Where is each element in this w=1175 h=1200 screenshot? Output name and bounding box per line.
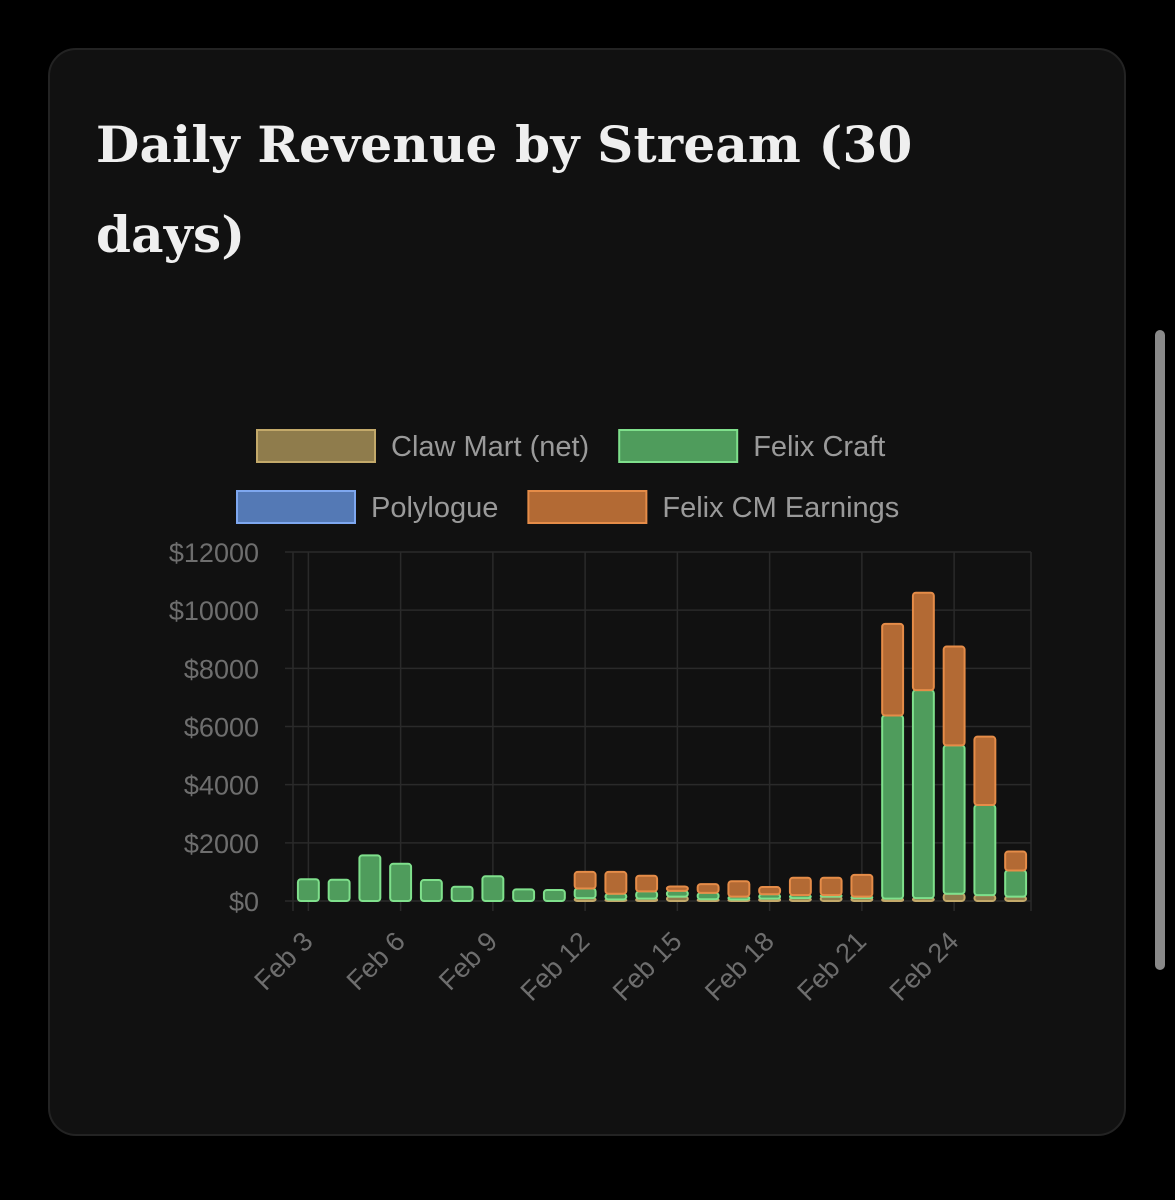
bar-felix-craft-feb-7[interactable]	[419, 879, 443, 902]
bar-felix-cm-earnings-feb-16[interactable]	[696, 883, 720, 894]
legend-swatch-felix-craft	[618, 429, 739, 463]
bar-felix-craft-feb-10[interactable]	[512, 888, 536, 902]
bar-felix-craft-feb-4[interactable]	[327, 878, 351, 902]
y-tick-label: $8000	[184, 654, 259, 684]
x-tick-label: Feb 9	[433, 926, 503, 996]
bar-felix-cm-earnings-feb-17[interactable]	[727, 880, 751, 898]
bar-series-group	[296, 591, 1028, 903]
bar-felix-craft-feb-25[interactable]	[973, 804, 997, 897]
x-tick-label: Feb 18	[699, 926, 780, 1007]
bar-claw-mart-net-feb-24[interactable]	[942, 892, 966, 903]
bar-felix-cm-earnings-feb-21[interactable]	[850, 873, 874, 898]
x-tick-label: Feb 6	[341, 926, 411, 996]
y-tick-label: $10000	[169, 596, 259, 626]
legend-label-polylogue: Polylogue	[371, 492, 498, 524]
bar-felix-craft-feb-12[interactable]	[573, 887, 597, 900]
bar-felix-cm-earnings-feb-18[interactable]	[758, 886, 782, 896]
bar-felix-cm-earnings-feb-23[interactable]	[911, 591, 935, 692]
y-tick-label: $0	[229, 887, 259, 917]
bar-felix-craft-feb-3[interactable]	[296, 878, 320, 902]
bar-felix-cm-earnings-feb-12[interactable]	[573, 870, 597, 890]
bar-felix-craft-feb-22[interactable]	[881, 714, 905, 900]
legend-swatch-felix-cm-earnings	[527, 490, 648, 524]
bar-felix-craft-feb-26[interactable]	[1004, 869, 1028, 898]
bar-felix-craft-feb-8[interactable]	[450, 885, 474, 902]
legend-swatch-claw-mart-net	[256, 429, 376, 463]
bar-felix-cm-earnings-feb-22[interactable]	[881, 622, 905, 717]
legend-item-felix-craft[interactable]: Felix Craft	[618, 429, 885, 463]
y-tick-label: $6000	[184, 713, 259, 743]
chart-card	[48, 48, 1126, 1136]
x-tick-label: Feb 21	[791, 926, 872, 1007]
bar-felix-cm-earnings-feb-20[interactable]	[819, 876, 843, 897]
bar-felix-craft-feb-23[interactable]	[911, 689, 935, 900]
x-axis: Feb 3 Feb 6 Feb 9 Feb 12 Feb 15 Feb 18 Feb 21 F…	[249, 926, 965, 1007]
legend-label-felix-cm-earnings: Felix CM Earnings	[662, 492, 899, 524]
chart-legend: Claw Mart (net) Felix Craft Polylogue Felix…	[236, 429, 899, 524]
legend-item-polylogue[interactable]: Polylogue	[236, 490, 498, 524]
bar-felix-cm-earnings-feb-19[interactable]	[788, 876, 812, 897]
legend-label-claw-mart-net: Claw Mart (net)	[391, 431, 589, 463]
legend-swatch-polylogue	[236, 490, 356, 524]
legend-item-claw-mart-net[interactable]: Claw Mart (net)	[256, 429, 589, 463]
bar-felix-cm-earnings-feb-15[interactable]	[665, 885, 689, 892]
legend-label-felix-craft: Felix Craft	[753, 431, 885, 463]
y-tick-label: $12000	[169, 538, 259, 568]
bar-felix-cm-earnings-feb-13[interactable]	[604, 870, 628, 895]
x-tick-label: Feb 24	[884, 926, 965, 1007]
y-axis: $0 $2000 $4000 $6000 $8000 $10000 $12000	[169, 538, 259, 917]
chart-title: Daily Revenue by Stream (30 days)	[96, 115, 913, 264]
bar-felix-cm-earnings-feb-26[interactable]	[1004, 850, 1028, 872]
bar-felix-cm-earnings-feb-25[interactable]	[973, 735, 997, 807]
bar-felix-craft-feb-5[interactable]	[358, 854, 382, 903]
y-tick-label: $4000	[184, 771, 259, 801]
x-tick-label: Feb 12	[515, 926, 596, 1007]
scrollbar-thumb[interactable]	[1155, 330, 1165, 970]
bar-felix-craft-feb-9[interactable]	[481, 875, 505, 903]
x-tick-label: Feb 3	[249, 926, 319, 996]
bar-felix-craft-feb-24[interactable]	[942, 744, 966, 895]
bar-felix-craft-feb-6[interactable]	[389, 862, 413, 902]
bar-felix-craft-feb-14[interactable]	[635, 890, 659, 900]
chart-grid	[285, 551, 1032, 911]
x-tick-label: Feb 15	[607, 926, 688, 1007]
bar-felix-craft-feb-11[interactable]	[542, 888, 566, 902]
bar-felix-cm-earnings-feb-14[interactable]	[635, 874, 659, 893]
bar-felix-cm-earnings-feb-24[interactable]	[942, 645, 966, 747]
y-tick-label: $2000	[184, 829, 259, 859]
legend-item-felix-cm-earnings[interactable]: Felix CM Earnings	[527, 490, 899, 524]
